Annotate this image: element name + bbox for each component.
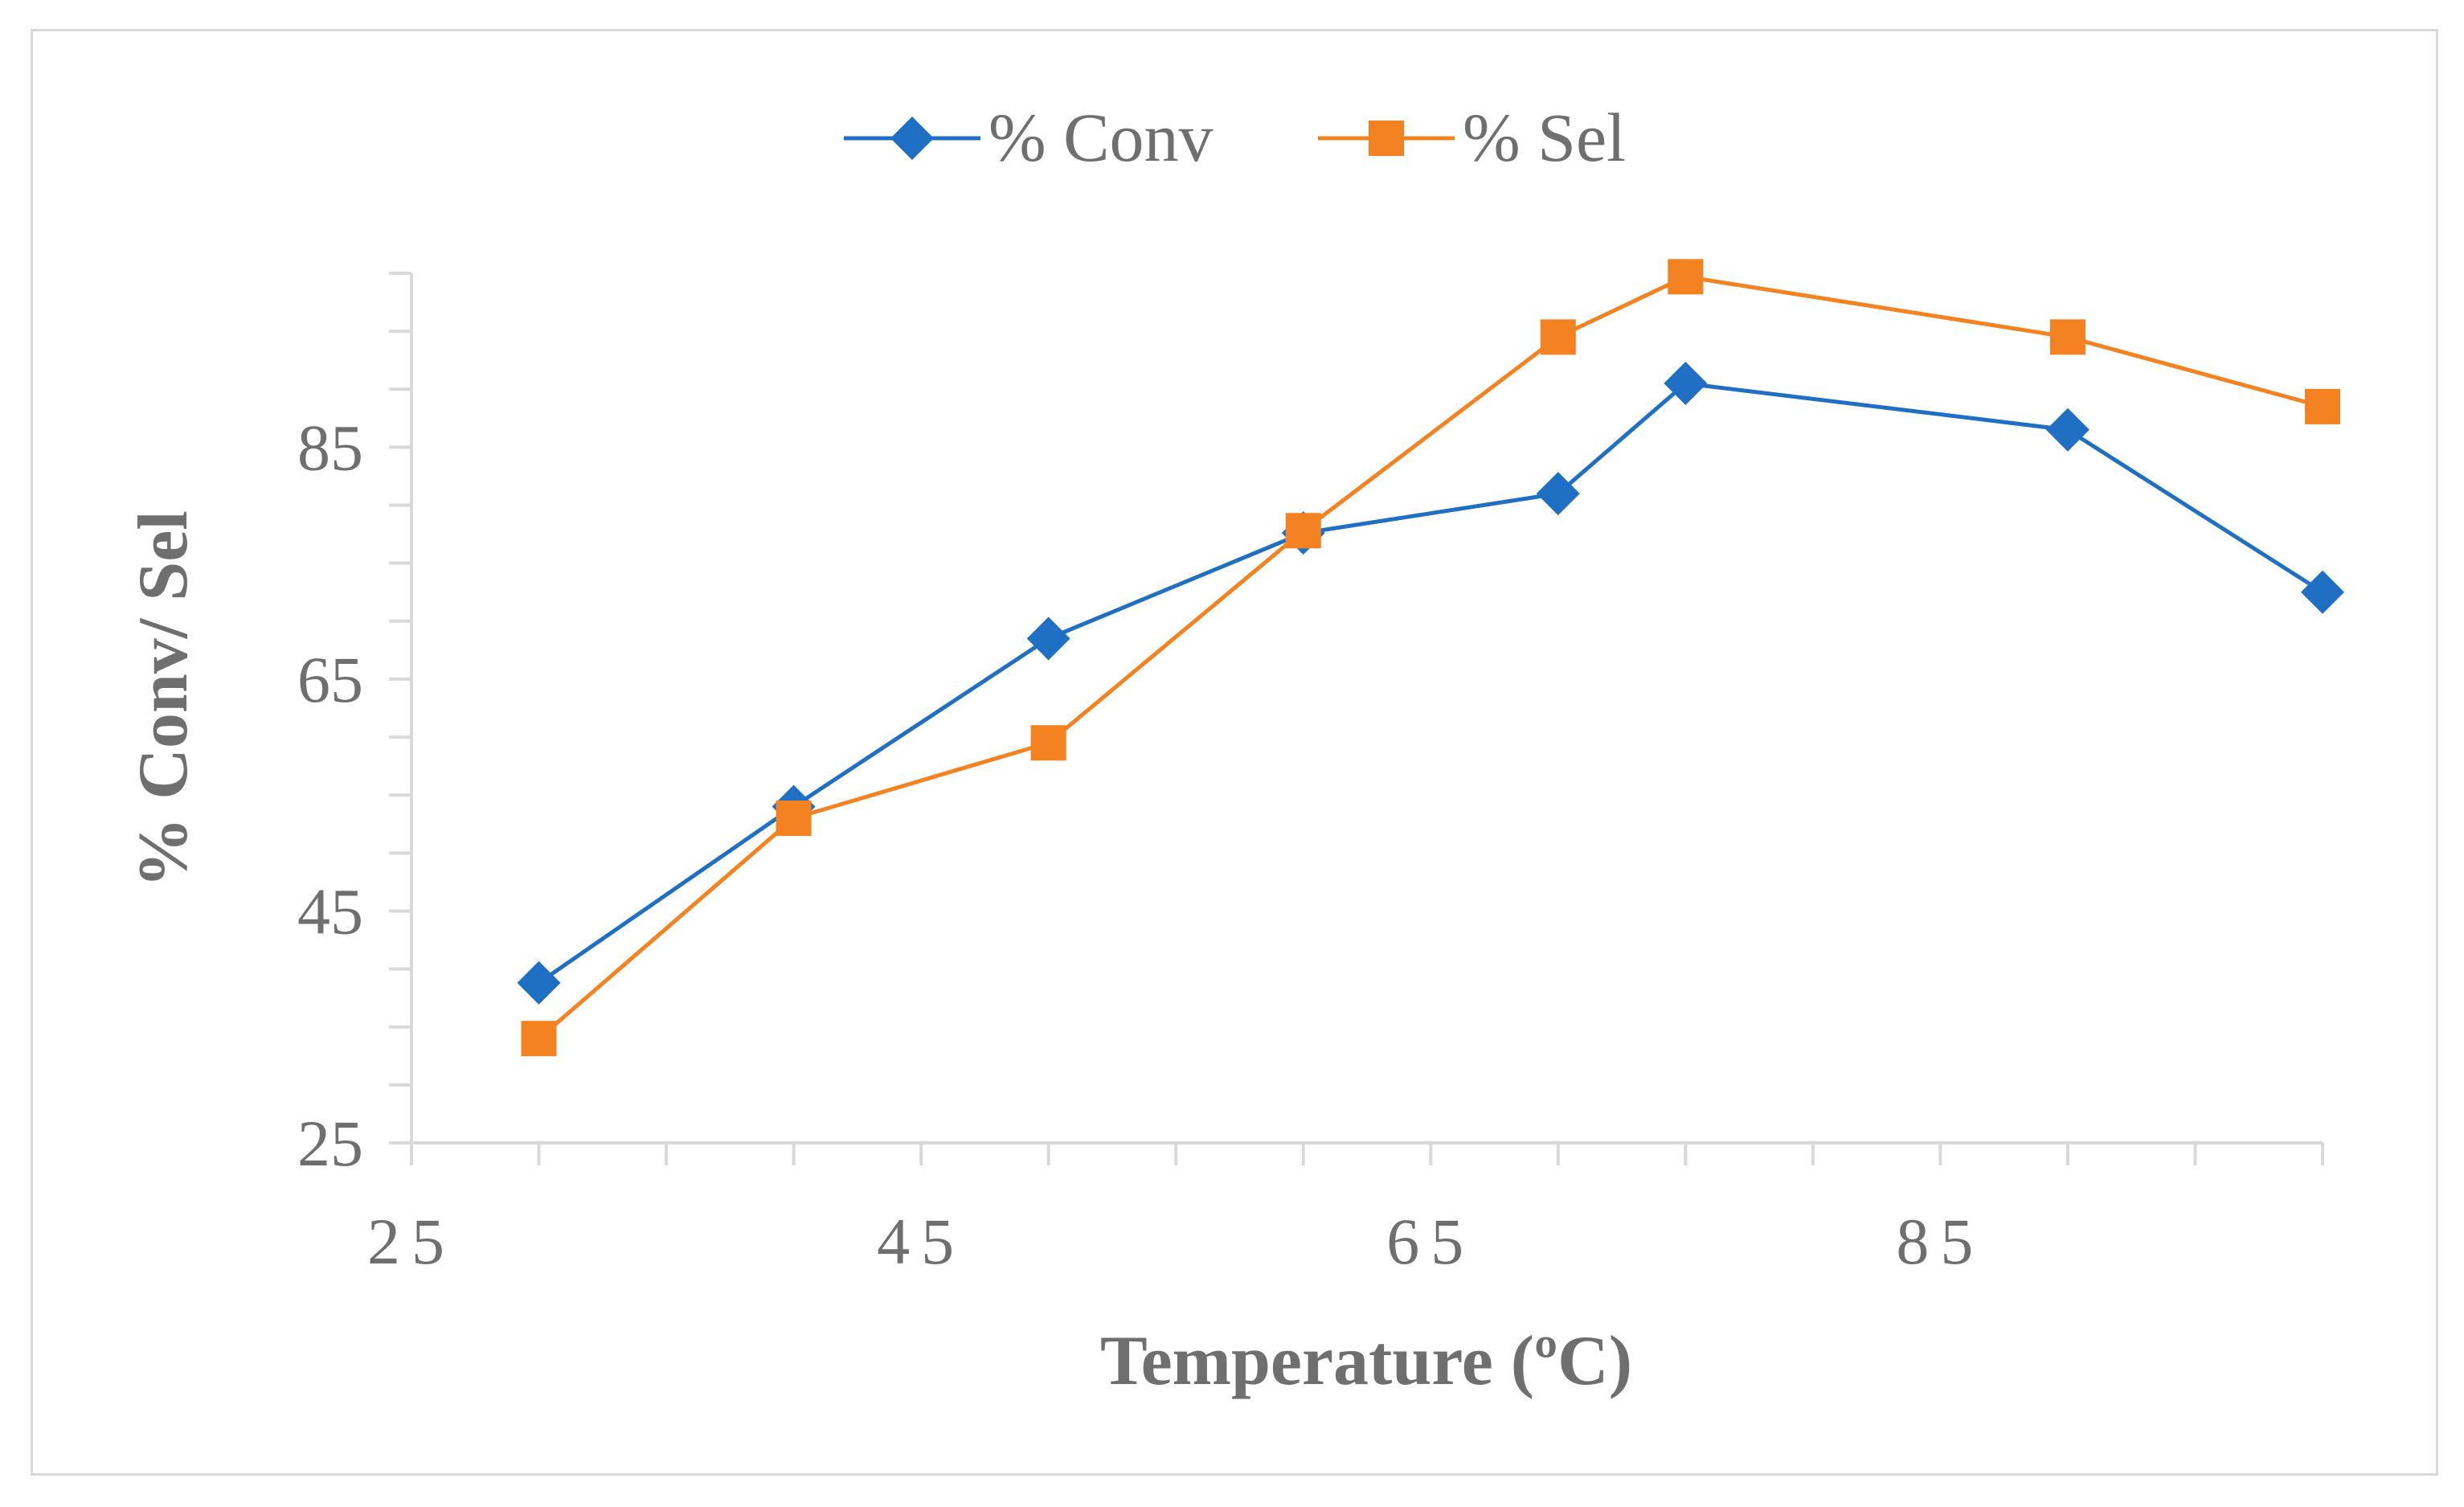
y-tick-label: 65 <box>297 643 363 716</box>
chart-frame <box>31 29 2438 1476</box>
y-tick-label: 45 <box>297 874 363 948</box>
data-point-conv <box>1536 472 1580 516</box>
axes: 25 45 65 85 25 45 65 85 <box>297 272 2324 1278</box>
legend-item-sel: % Sel <box>1318 99 1626 176</box>
series-line-conv <box>538 381 2324 985</box>
data-point-conv <box>517 960 561 1005</box>
series-conv <box>517 362 2344 1005</box>
x-tick-label: 25 <box>367 1205 456 1278</box>
legend: % Conv % Sel <box>844 99 1626 176</box>
data-point-conv <box>1026 616 1070 661</box>
legend-marker <box>890 117 934 160</box>
data-point-conv <box>1664 362 1708 406</box>
data-point-sel <box>1285 513 1321 549</box>
data-point-sel <box>2049 319 2085 355</box>
legend-label: % Sel <box>1463 99 1626 176</box>
data-point-sel <box>1540 319 1576 355</box>
x-axis-title: Temperature (ºC) <box>1100 1322 1632 1400</box>
x-tick-label: 45 <box>877 1205 965 1278</box>
legend-label: % Conv <box>988 99 1214 176</box>
data-point-conv <box>2301 570 2344 614</box>
x-tick-label: 65 <box>1386 1205 1475 1278</box>
data-point-sel <box>1030 725 1066 761</box>
y-tick-label: 25 <box>297 1107 363 1180</box>
data-point-sel <box>776 801 812 837</box>
series-sel <box>521 259 2340 1057</box>
series-layer <box>517 259 2344 1057</box>
data-point-sel <box>2305 388 2340 424</box>
legend-marker <box>1369 121 1404 156</box>
data-point-sel <box>1668 259 1704 295</box>
y-tick-label: 85 <box>297 411 363 484</box>
series-line-sel <box>537 274 2323 1041</box>
legend-item-conv: % Conv <box>844 99 1214 176</box>
data-point-conv <box>2045 407 2089 452</box>
x-tick-label: 85 <box>1896 1205 1984 1278</box>
data-point-sel <box>521 1021 557 1057</box>
y-axis-title: % Conv/ Sel <box>125 510 203 887</box>
